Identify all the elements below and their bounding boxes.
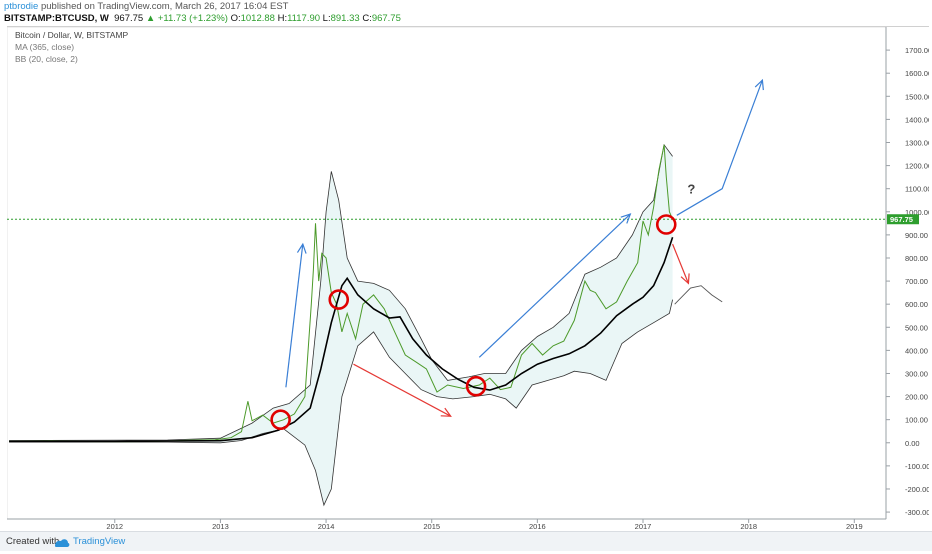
y-tick-label: 900.00 <box>905 231 928 240</box>
x-tick-label: 2013 <box>212 522 229 531</box>
y-tick-label: 400.00 <box>905 346 928 355</box>
open-label: O: <box>230 13 241 24</box>
tradingview-link[interactable]: TradingView <box>73 536 126 547</box>
arrowhead-icon <box>440 407 452 417</box>
chart-pane[interactable]: ? -300.00 -200.00 -100.00 0.00 100.00 200.00 3… <box>7 26 929 532</box>
y-tick-label: 500.00 <box>905 323 928 332</box>
y-tick-label: 1700.00 <box>905 46 929 55</box>
band-lower-line <box>9 299 673 507</box>
ma-line[interactable] <box>9 236 674 443</box>
x-tick-label: 2014 <box>318 522 335 531</box>
symbol-label: BITSTAMP:BTCUSD, W <box>4 13 109 24</box>
y-tick-label: -200.00 <box>905 485 929 494</box>
price-line[interactable] <box>9 144 674 443</box>
tradingview-logo-icon[interactable] <box>54 536 70 554</box>
y-tick-label: 1300.00 <box>905 138 929 147</box>
highlight-circle[interactable] <box>655 214 677 235</box>
x-tick-label: 2018 <box>740 522 757 531</box>
y-tick-label: 700.00 <box>905 277 928 286</box>
ohlc-line: BITSTAMP:BTCUSD, W 967.75 ▲ +11.73 (+1.2… <box>4 13 401 24</box>
y-tick-label: 1500.00 <box>905 92 929 101</box>
trend-arrow-line[interactable] <box>285 244 304 388</box>
series-lines <box>7 144 886 443</box>
y-tick-label: 200.00 <box>905 393 928 402</box>
x-tick-label: 2019 <box>846 522 863 531</box>
y-tick-label: 1000.00 <box>905 208 929 217</box>
highlight-circle[interactable] <box>328 289 350 310</box>
y-tick-label: 300.00 <box>905 369 928 378</box>
price-tag-label: 967.75 <box>890 215 913 224</box>
y-tick-label: 800.00 <box>905 254 928 263</box>
legend-ma[interactable]: MA (365, close) <box>15 42 74 52</box>
arrowhead-icon <box>680 273 690 285</box>
x-tick-label: 2016 <box>529 522 546 531</box>
band-upper-line <box>9 143 673 441</box>
high-label: H: <box>277 13 288 24</box>
legend-bb[interactable]: BB (20, close, 2) <box>15 54 78 64</box>
created-with-label: Created with <box>6 536 60 547</box>
low-label: L: <box>322 13 331 24</box>
arrowhead-icon <box>620 213 632 224</box>
price-change: ▲ +11.73 (+1.23%) <box>145 13 228 24</box>
y-tick-label: 100.00 <box>905 416 928 425</box>
close-value: 967.75 <box>371 13 401 24</box>
y-tick-label: -100.00 <box>905 462 929 471</box>
trend-arrow-line[interactable] <box>676 79 763 216</box>
trend-arrow-line[interactable] <box>353 363 451 417</box>
y-tick-label: 1200.00 <box>905 162 929 171</box>
chart-canvas[interactable]: ? -300.00 -200.00 -100.00 0.00 100.00 200.00 3… <box>7 27 929 532</box>
y-tick-label: 1400.00 <box>905 115 929 124</box>
trend-arrow-line[interactable] <box>478 213 631 358</box>
trend-arrow-line[interactable] <box>672 243 689 284</box>
price-axis[interactable]: -300.00 -200.00 -100.00 0.00 100.00 200.00 300… <box>886 46 929 517</box>
drawings[interactable]: ? <box>270 78 764 430</box>
low-value: 891.33 <box>330 13 360 24</box>
publish-info: published on TradingView.com, March 26, … <box>38 1 289 12</box>
high-value: 1117.90 <box>287 13 321 24</box>
arrowhead-icon <box>754 78 764 91</box>
chart-header: ptbrodie published on TradingView.com, M… <box>0 0 932 24</box>
publish-line: ptbrodie published on TradingView.com, M… <box>4 1 289 12</box>
open-value: 1012.88 <box>240 13 275 24</box>
x-tick-label: 2017 <box>635 522 652 531</box>
footer-bar: Created with TradingView <box>0 531 932 551</box>
arrowhead-icon <box>296 242 307 254</box>
x-tick-label: 2015 <box>423 522 440 531</box>
last-price: 967.75 <box>114 13 144 24</box>
question-mark-label: ? <box>687 181 695 196</box>
close-label: C: <box>362 13 372 24</box>
x-tick-label: 2012 <box>106 522 123 531</box>
y-tick-label: 0.00 <box>905 439 920 448</box>
plot-area <box>7 27 887 520</box>
time-axis[interactable]: 2012 2013 2014 2015 2016 2017 2018 2019 <box>106 519 863 531</box>
y-tick-label: 600.00 <box>905 300 928 309</box>
highlight-circle[interactable] <box>270 409 291 430</box>
y-tick-label: -300.00 <box>905 508 929 517</box>
y-tick-label: 1600.00 <box>905 69 929 78</box>
author-link[interactable]: ptbrodie <box>4 1 39 12</box>
price-tag <box>887 214 919 225</box>
legend-title: Bitcoin / Dollar, W, BITSTAMP <box>15 30 129 40</box>
y-tick-label: 1100.00 <box>905 185 929 194</box>
highlight-circle[interactable] <box>465 375 487 397</box>
projection-line[interactable] <box>674 285 723 305</box>
